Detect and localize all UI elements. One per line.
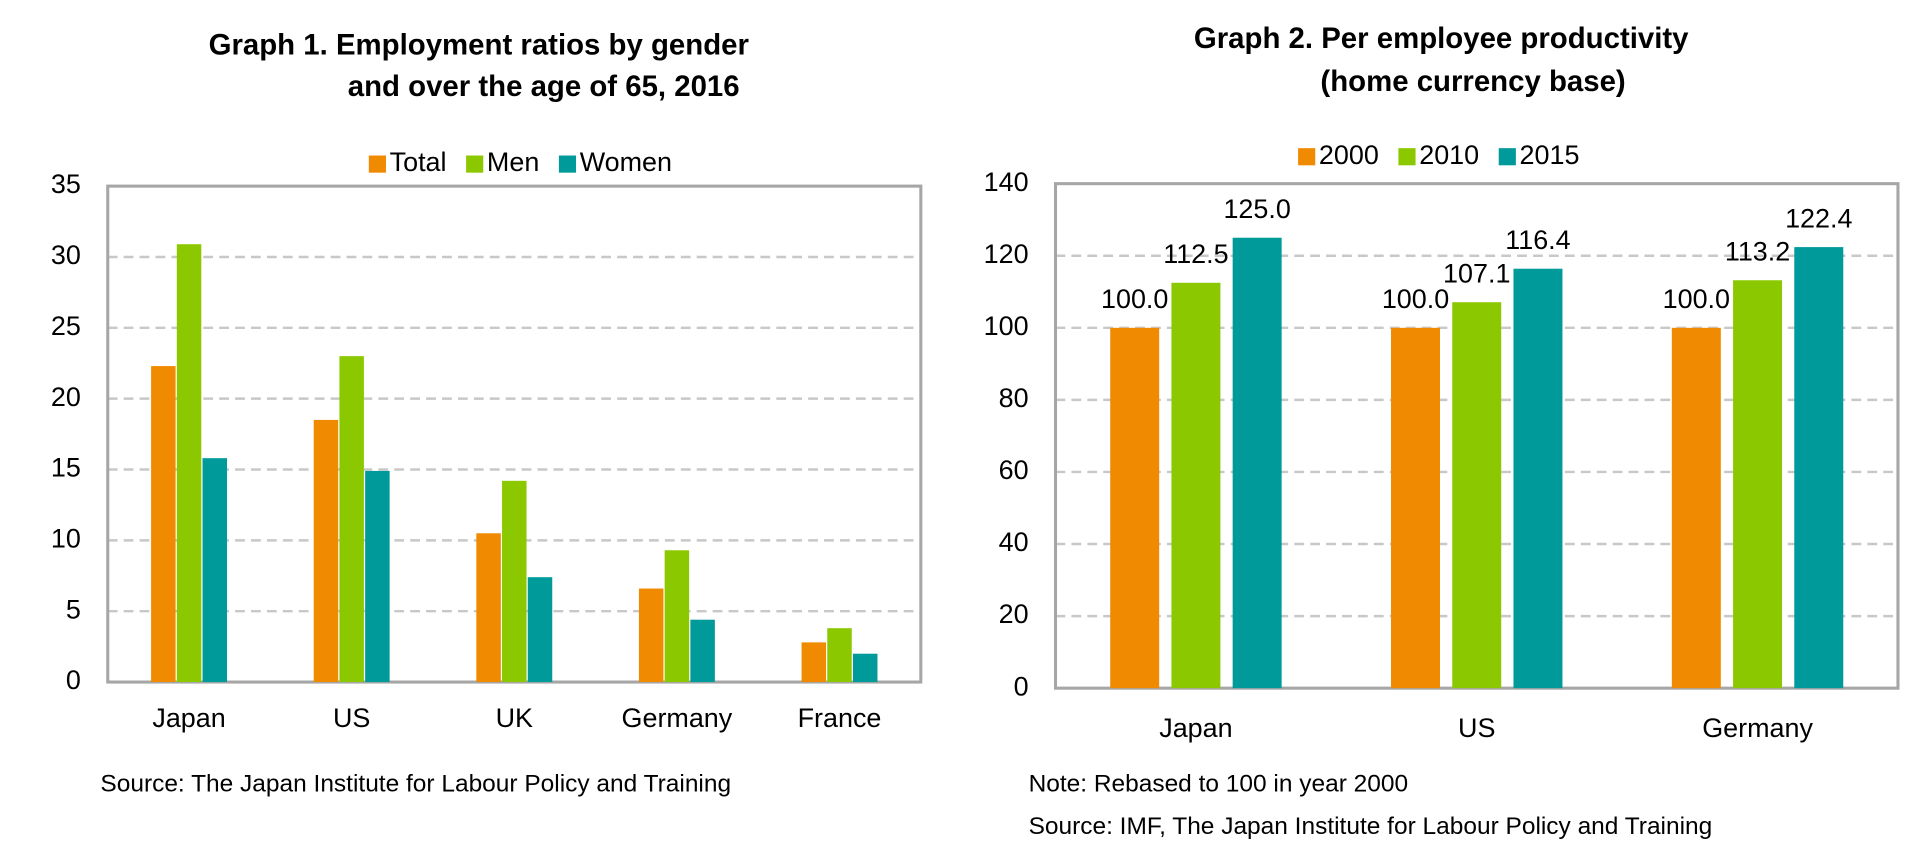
y-tick-label: 20 xyxy=(51,382,81,412)
legend-swatch xyxy=(1498,148,1516,166)
y-tick-label: 100 xyxy=(984,311,1029,341)
bar xyxy=(176,244,202,683)
bar xyxy=(313,419,339,683)
y-tick-label: 25 xyxy=(51,311,81,341)
bar xyxy=(664,550,690,683)
y-tick-label: 60 xyxy=(999,455,1029,485)
value-label: 100.0 xyxy=(1101,284,1168,314)
note: Note: Rebased to 100 in year 2000 xyxy=(1029,770,1409,797)
y-tick-label: 20 xyxy=(999,599,1029,629)
y-tick-label: 35 xyxy=(51,169,81,199)
value-label: 116.4 xyxy=(1505,225,1570,255)
y-tick-label: 15 xyxy=(51,453,81,483)
bar xyxy=(1733,280,1783,689)
x-tick-label: US xyxy=(333,703,370,733)
source: Source: The Japan Institute for Labour P… xyxy=(100,770,731,797)
bar xyxy=(852,653,878,683)
x-tick-label: UK xyxy=(496,703,533,733)
bar xyxy=(690,619,715,683)
y-tick-label: 0 xyxy=(1014,671,1029,701)
legend-swatch xyxy=(1298,148,1316,166)
bar xyxy=(339,356,364,683)
legend-label: Total xyxy=(390,147,447,177)
bar xyxy=(1794,247,1844,689)
chart-title: (home currency base) xyxy=(1320,65,1625,98)
x-tick-label: US xyxy=(1458,713,1495,743)
bar xyxy=(151,366,176,683)
y-tick-label: 30 xyxy=(51,240,81,270)
value-label: 122.4 xyxy=(1785,203,1852,233)
legend-swatch xyxy=(558,155,577,173)
source: Source: IMF, The Japan Institute for Lab… xyxy=(1029,813,1713,840)
value-label: 113.2 xyxy=(1725,236,1790,266)
bar xyxy=(827,628,852,683)
bar xyxy=(202,458,228,683)
chart-title: and over the age of 65, 2016 xyxy=(348,70,740,103)
bar xyxy=(1513,268,1563,689)
y-tick-label: 80 xyxy=(999,383,1029,413)
bar xyxy=(638,588,664,683)
bar xyxy=(476,533,501,683)
legend-label: 2010 xyxy=(1419,140,1479,170)
legend-label: 2000 xyxy=(1319,140,1379,170)
bar xyxy=(1110,327,1160,689)
value-label: 107.1 xyxy=(1443,258,1510,288)
y-tick-label: 40 xyxy=(999,527,1029,557)
y-tick-label: 0 xyxy=(66,665,81,695)
bar xyxy=(527,577,553,683)
bar xyxy=(1671,327,1721,689)
chart-title: Graph 2. Per employee productivity xyxy=(1194,22,1689,55)
legend-label: Men xyxy=(487,147,539,177)
legend-swatch xyxy=(1398,148,1416,166)
bar xyxy=(1171,282,1221,689)
legend-swatch xyxy=(368,155,386,173)
x-tick-label: Japan xyxy=(152,703,225,733)
y-tick-label: 5 xyxy=(66,594,81,624)
bar xyxy=(1391,327,1440,689)
bar xyxy=(365,470,390,683)
x-tick-label: Germany xyxy=(622,703,733,733)
y-tick-label: 120 xyxy=(984,239,1029,269)
legend: 2000 2010 2015 xyxy=(1298,140,1579,170)
value-label: 112.5 xyxy=(1163,239,1228,269)
y-tick-label: 140 xyxy=(984,167,1029,197)
y-tick-label: 10 xyxy=(51,523,81,553)
x-tick-label: Germany xyxy=(1702,713,1813,743)
x-tick-label: Japan xyxy=(1159,713,1232,743)
chart-title: Graph 1. Employment ratios by gender xyxy=(209,28,749,61)
value-label: 100.0 xyxy=(1663,284,1730,314)
value-label: 100.0 xyxy=(1382,284,1449,314)
legend: Total Men Women xyxy=(368,147,672,177)
bar xyxy=(1232,237,1282,689)
bar xyxy=(801,642,827,683)
bar xyxy=(502,480,527,683)
legend-label: 2015 xyxy=(1520,140,1580,170)
bar xyxy=(1452,302,1502,689)
x-tick-label: France xyxy=(798,703,882,733)
legend-label: Women xyxy=(580,147,672,177)
legend-swatch xyxy=(466,155,484,173)
value-label: 125.0 xyxy=(1223,194,1290,224)
